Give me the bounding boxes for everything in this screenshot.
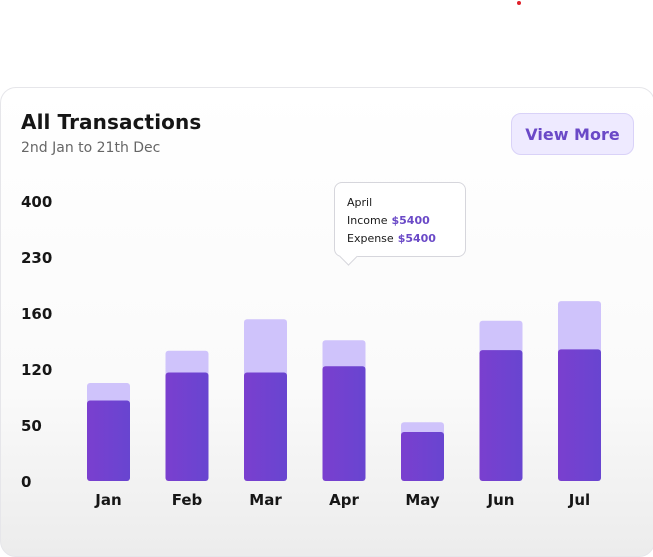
bar-income-jan[interactable] — [87, 400, 130, 482]
bar-income-apr[interactable] — [322, 366, 366, 481]
bar-expense-jul[interactable] — [558, 301, 601, 356]
y-tick-label: 160 — [21, 305, 52, 323]
transactions-bar-chart: 0 50 120 160 230 400 Jan Feb Mar Apr May Jun Jul — [21, 193, 601, 509]
tooltip-expense-value: $5400 — [397, 232, 436, 245]
bar-income-feb[interactable] — [165, 372, 209, 482]
bar-expense-jun[interactable] — [479, 320, 523, 357]
y-tick-label: 50 — [21, 417, 42, 435]
y-tick-label: 230 — [21, 249, 52, 267]
tooltip-income-value: $5400 — [391, 214, 430, 227]
date-range-subtitle: 2nd Jan to 21th Dec — [21, 140, 161, 156]
card-title: All Transactions — [21, 110, 202, 134]
bar-income-may[interactable] — [401, 432, 444, 481]
bar-expense-mar[interactable] — [244, 319, 287, 379]
bar-expense-feb[interactable] — [165, 350, 209, 379]
x-tick-label: Jul — [568, 491, 590, 509]
view-more-button[interactable]: View More — [511, 113, 634, 155]
tooltip-expense-label: Expense — [347, 232, 394, 245]
bar-income-jul[interactable] — [558, 349, 601, 481]
x-tick-label: Jun — [487, 491, 515, 509]
april-tooltip: April Income $5400 Expense $5400 — [334, 182, 466, 266]
bar-expense-apr[interactable] — [322, 340, 366, 373]
y-tick-label: 400 — [21, 193, 52, 211]
x-tick-label: Apr — [329, 491, 359, 509]
y-tick-label: 0 — [21, 473, 31, 491]
x-tick-label: Feb — [172, 491, 203, 509]
transactions-card: All Transactions 2nd Jan to 21th Dec Vie… — [0, 87, 653, 557]
x-tick-label: May — [405, 491, 440, 509]
x-tick-label: Jan — [94, 491, 121, 509]
bar-income-mar[interactable] — [244, 372, 287, 482]
tooltip-month: April — [347, 196, 373, 209]
y-tick-label: 120 — [21, 361, 52, 379]
x-tick-label: Mar — [249, 491, 282, 509]
bar-income-jun[interactable] — [479, 350, 523, 481]
recording-indicator-dot — [517, 1, 521, 5]
tooltip-income-label: Income — [347, 214, 388, 227]
